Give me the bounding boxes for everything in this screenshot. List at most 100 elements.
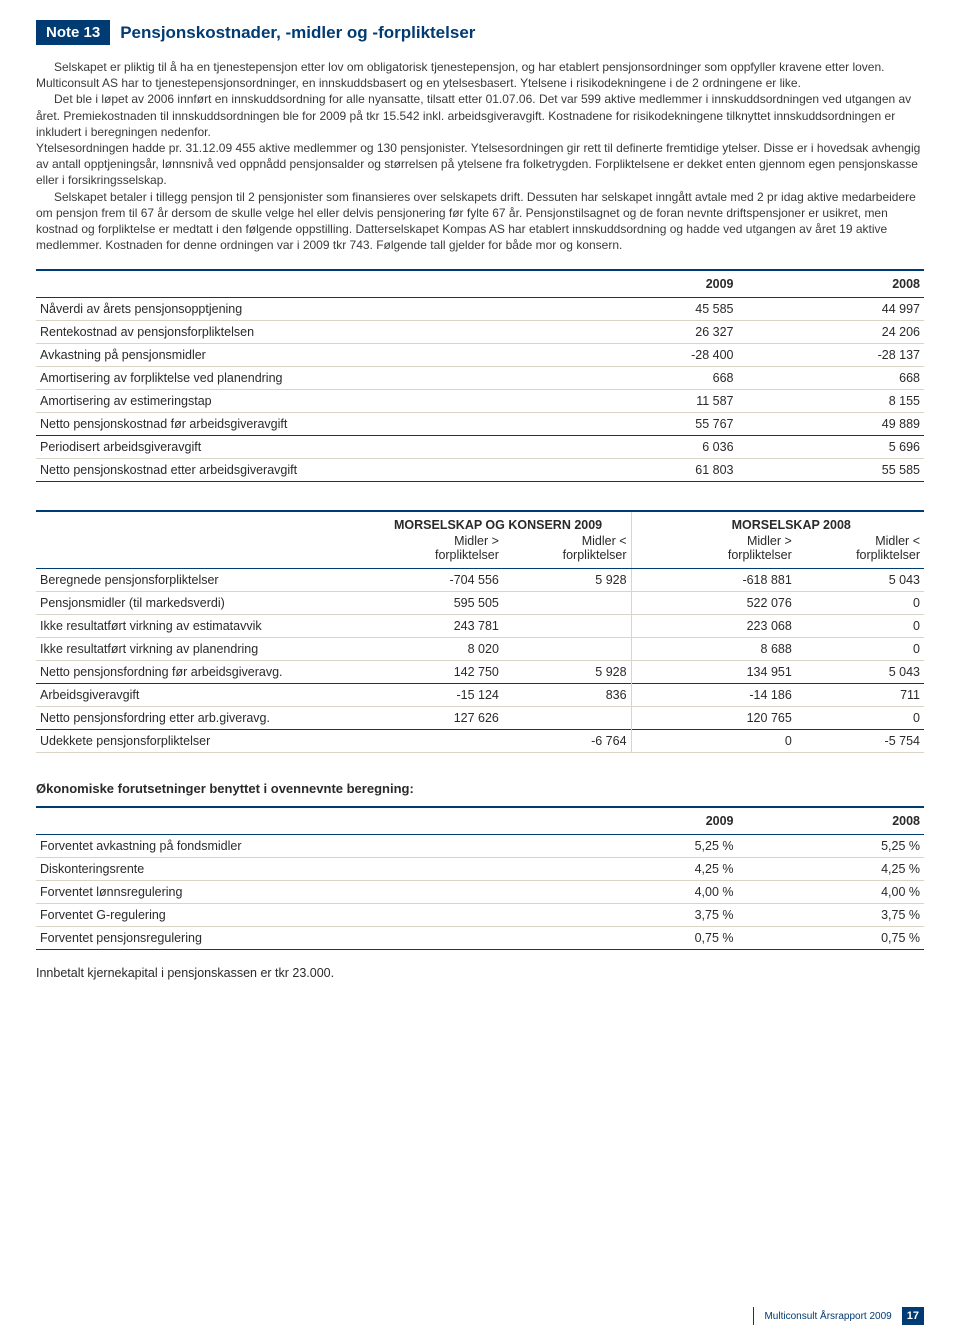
cell: -15 124 — [366, 684, 503, 707]
pension-balance-table: MORSELSKAP OG KONSERN 2009 MORSELSKAP 20… — [36, 510, 924, 753]
pension-cost-table: 2009 2008 Nåverdi av årets pensjonsopptj… — [36, 269, 924, 482]
cell: 0,75 % — [551, 927, 737, 950]
cell: 8 688 — [658, 638, 795, 661]
table-row: Ikke resultatført virkning av estimatavv… — [36, 615, 924, 638]
table-row: Diskonteringsrente 4,25 % 4,25 % — [36, 858, 924, 881]
row-label: Ikke resultatført virkning av planendrin… — [36, 638, 366, 661]
footer-note: Innbetalt kjernekapital i pensjonskassen… — [36, 966, 924, 980]
cell: 134 951 — [658, 661, 795, 684]
cell: -5 754 — [796, 730, 924, 753]
col-header: 2009 — [551, 807, 737, 835]
cell: 49 889 — [738, 413, 924, 436]
paragraph: Det ble i løpet av 2006 innført en innsk… — [36, 91, 924, 140]
row-label: Ikke resultatført virkning av estimatavv… — [36, 615, 366, 638]
cell: 8 020 — [366, 638, 503, 661]
cell: 5 928 — [503, 569, 631, 592]
row-label: Rentekostnad av pensjonsforpliktelsen — [36, 321, 551, 344]
row-label: Forventet pensjonsregulering — [36, 927, 551, 950]
cell: 5 696 — [738, 436, 924, 459]
row-label: Diskonteringsrente — [36, 858, 551, 881]
cell: 55 767 — [551, 413, 737, 436]
row-label: Forventet avkastning på fondsmidler — [36, 835, 551, 858]
cell: 0 — [796, 707, 924, 730]
cell: 522 076 — [658, 592, 795, 615]
page-footer: Multiconsult Årsrapport 2009 17 — [753, 1307, 924, 1325]
col-header — [36, 807, 551, 835]
cell: -618 881 — [658, 569, 795, 592]
cell: 223 068 — [658, 615, 795, 638]
cell: 5,25 % — [551, 835, 737, 858]
table-row: Forventet G-regulering 3,75 % 3,75 % — [36, 904, 924, 927]
table-row: Beregnede pensjonsforpliktelser -704 556… — [36, 569, 924, 592]
cell: 127 626 — [366, 707, 503, 730]
note-badge: Note 13 — [36, 20, 110, 45]
spacer — [631, 638, 658, 661]
cell: 4,00 % — [551, 881, 737, 904]
row-label: Forventet lønnsregulering — [36, 881, 551, 904]
col-header: Midler <forpliktelser — [503, 532, 631, 569]
cell: 26 327 — [551, 321, 737, 344]
table-row: Forventet lønnsregulering 4,00 % 4,00 % — [36, 881, 924, 904]
table-row: Netto pensjonsfordring etter arb.giverav… — [36, 707, 924, 730]
col-header — [36, 270, 551, 298]
spacer — [631, 707, 658, 730]
table-row: Forventet pensjonsregulering 0,75 % 0,75… — [36, 927, 924, 950]
col-header — [36, 511, 366, 532]
cell: -704 556 — [366, 569, 503, 592]
spacer — [631, 569, 658, 592]
table-row: Avkastning på pensjonsmidler -28 400 -28… — [36, 344, 924, 367]
cell: -28 400 — [551, 344, 737, 367]
table-row: Forventet avkastning på fondsmidler 5,25… — [36, 835, 924, 858]
cell: -28 137 — [738, 344, 924, 367]
table-row: Netto pensjonskostnad etter arbeidsgiver… — [36, 459, 924, 482]
cell: 11 587 — [551, 390, 737, 413]
table-row: Amortisering av estimeringstap 11 587 8 … — [36, 390, 924, 413]
row-label: Netto pensjonsfordring etter arb.giverav… — [36, 707, 366, 730]
cell: 0 — [796, 592, 924, 615]
spacer — [631, 661, 658, 684]
cell — [503, 707, 631, 730]
cell: 45 585 — [551, 298, 737, 321]
col-header: 2008 — [738, 807, 924, 835]
cell — [503, 592, 631, 615]
cell — [366, 730, 503, 753]
row-label: Netto pensjonsfordning før arbeidsgivera… — [36, 661, 366, 684]
col-header: 2009 — [551, 270, 737, 298]
row-label: Forventet G-regulering — [36, 904, 551, 927]
table-row: Arbeidsgiveravgift -15 124 836 -14 186 7… — [36, 684, 924, 707]
col-group-header: MORSELSKAP 2008 — [658, 511, 924, 532]
spacer — [631, 615, 658, 638]
cell: -6 764 — [503, 730, 631, 753]
cell: 595 505 — [366, 592, 503, 615]
body-text: Selskapet er pliktig til å ha en tjenest… — [36, 59, 924, 253]
paragraph: Selskapet betaler i tillegg pensjon til … — [36, 189, 924, 254]
cell: 8 155 — [738, 390, 924, 413]
cell: 120 765 — [658, 707, 795, 730]
table-row: Nåverdi av årets pensjonsopptjening 45 5… — [36, 298, 924, 321]
cell: 243 781 — [366, 615, 503, 638]
spacer — [631, 532, 658, 569]
row-label: Netto pensjonskostnad før arbeidsgiverav… — [36, 413, 551, 436]
row-label: Avkastning på pensjonsmidler — [36, 344, 551, 367]
row-label: Periodisert arbeidsgiveravgift — [36, 436, 551, 459]
footer-divider — [753, 1307, 754, 1325]
cell: 6 036 — [551, 436, 737, 459]
table-row: Netto pensjonskostnad før arbeidsgiverav… — [36, 413, 924, 436]
cell: 668 — [738, 367, 924, 390]
note-title: Pensjonskostnader, -midler og -forplikte… — [120, 20, 475, 45]
col-header: Midler >forpliktelser — [366, 532, 503, 569]
row-label: Nåverdi av årets pensjonsopptjening — [36, 298, 551, 321]
table-row: Pensjonsmidler (til markedsverdi) 595 50… — [36, 592, 924, 615]
paragraph: Selskapet er pliktig til å ha en tjenest… — [36, 59, 924, 91]
cell: 142 750 — [366, 661, 503, 684]
cell: 0,75 % — [738, 927, 924, 950]
cell: 836 — [503, 684, 631, 707]
cell: 0 — [658, 730, 795, 753]
cell: 3,75 % — [551, 904, 737, 927]
cell — [503, 615, 631, 638]
assumptions-title: Økonomiske forutsetninger benyttet i ove… — [36, 781, 924, 796]
assumptions-table: 2009 2008 Forventet avkastning på fondsm… — [36, 806, 924, 950]
row-label: Arbeidsgiveravgift — [36, 684, 366, 707]
paragraph: Ytelsesordningen hadde pr. 31.12.09 455 … — [36, 140, 924, 189]
cell: 0 — [796, 638, 924, 661]
